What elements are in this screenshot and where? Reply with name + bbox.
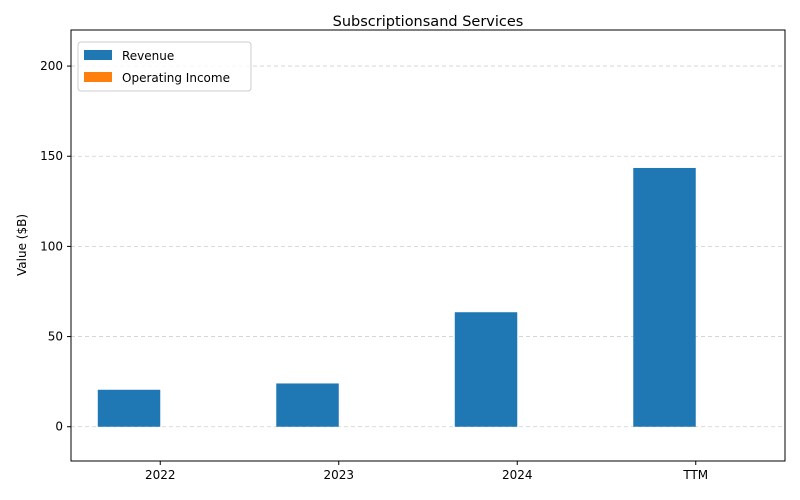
y-tick-label: 50	[48, 330, 63, 344]
legend: Revenue Operating Income	[77, 41, 252, 92]
bar-revenue	[276, 383, 339, 427]
legend-swatch-revenue	[84, 50, 112, 60]
y-tick-label: 200	[40, 59, 63, 73]
bars	[97, 167, 759, 427]
x-tick-label: TTM	[682, 468, 708, 482]
bar-revenue	[454, 312, 518, 427]
bar-revenue	[97, 389, 161, 427]
y-tick-label: 0	[55, 420, 63, 434]
axes-frame	[70, 29, 786, 462]
x-tick-label: 2022	[145, 468, 176, 482]
y-tick-label: 150	[40, 149, 63, 163]
x-tick-label: 2023	[323, 468, 354, 482]
legend-box	[77, 41, 252, 92]
y-tick-label: 100	[40, 239, 63, 253]
legend-label-revenue: Revenue	[122, 49, 174, 63]
y-axis-label: Value ($B)	[15, 214, 29, 276]
x-tick-label: 2024	[502, 468, 533, 482]
legend-swatch-operating-income	[84, 72, 112, 82]
legend-label-operating-income: Operating Income	[122, 71, 230, 85]
axis-ticks: 0 50 100 150 200 2022 2023 2024 TTM	[40, 59, 708, 482]
chart-title: Subscriptionsand Services	[333, 14, 524, 30]
bar-revenue	[633, 167, 696, 427]
